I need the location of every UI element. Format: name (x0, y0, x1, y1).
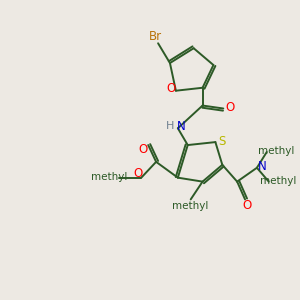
Text: H: H (166, 121, 174, 131)
Text: N: N (257, 160, 266, 173)
Text: methyl: methyl (172, 201, 208, 211)
Text: methyl: methyl (92, 172, 128, 182)
Text: methyl: methyl (260, 176, 297, 186)
Text: S: S (219, 135, 226, 148)
Text: methyl: methyl (259, 146, 295, 156)
Text: O: O (242, 199, 252, 212)
Text: O: O (166, 82, 176, 95)
Text: O: O (226, 101, 235, 114)
Text: O: O (134, 167, 143, 180)
Text: Br: Br (148, 30, 162, 43)
Text: N: N (176, 120, 185, 133)
Text: O: O (139, 142, 148, 155)
